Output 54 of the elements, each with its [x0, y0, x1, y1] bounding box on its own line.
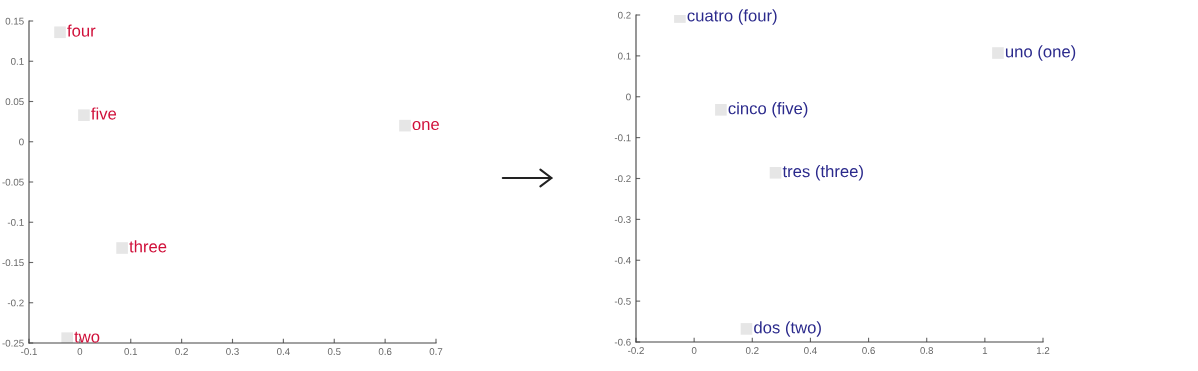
annotation: four: [67, 24, 96, 37]
annotation: uno (one): [1005, 45, 1076, 61]
y-tick-label: 0.05: [5, 98, 24, 106]
point: [769, 166, 782, 179]
annotation: two: [74, 331, 100, 343]
point: [715, 104, 727, 116]
point: [399, 119, 411, 132]
point: [740, 323, 753, 335]
y-tick-label: -0.1: [7, 218, 24, 226]
annotation: tres (three): [782, 165, 863, 181]
y-tick-label: -0.2: [7, 299, 24, 307]
x-tick-label: -0.1: [21, 348, 37, 355]
y-tick-label: 0: [19, 138, 24, 146]
y-tick-label: -0.15: [2, 259, 24, 267]
x-tick-label: 0.2: [745, 347, 759, 354]
annotation: cinco (five): [728, 102, 808, 118]
y-tick-label: -0.2: [614, 175, 631, 183]
y-tick-label: -0.6: [614, 338, 631, 346]
y-tick-label: 0.1: [11, 57, 24, 65]
point: [54, 26, 66, 39]
annotation: dos (two): [754, 321, 821, 337]
point: [992, 47, 1004, 59]
point: [78, 109, 90, 121]
y-tick-label: 0.15: [5, 17, 24, 25]
x-tick-label: 0.8: [920, 347, 934, 354]
point: [61, 332, 73, 343]
point: [116, 242, 128, 254]
x-tick-label: 0.4: [804, 347, 817, 354]
x-tick-label: 0.3: [226, 348, 239, 355]
x-tick-label: 0.6: [862, 347, 875, 354]
x-tick-label: 0.1: [124, 348, 138, 355]
annotation: five: [91, 107, 117, 120]
y-tick-label: -0.3: [614, 216, 631, 223]
y-tick-label: 0.2: [618, 11, 631, 19]
y-tick-label: -0.25: [2, 339, 24, 347]
y-tick-label: -0.05: [2, 178, 24, 186]
y-tick-label: 0: [626, 93, 631, 101]
y-tick-label: -0.1: [614, 134, 631, 142]
annotation: cuatro (four): [687, 9, 777, 25]
y-tick-label: -0.4: [614, 256, 631, 264]
y-tick-label: 0.1: [618, 52, 631, 60]
x-tick-label: 0.4: [277, 348, 290, 355]
x-tick-label: 0.5: [327, 348, 341, 355]
x-tick-label: 0.7: [429, 348, 443, 355]
y-tick-label: -0.5: [614, 297, 631, 305]
x-tick-label: 1.2: [1036, 347, 1050, 354]
x-tick-label: 0.2: [175, 348, 188, 355]
x-tick-label: 0: [77, 348, 83, 355]
x-tick-label: -0.2: [628, 347, 644, 354]
annotation: three: [129, 240, 167, 253]
x-tick-label: 0.6: [378, 348, 392, 355]
annotation: one: [412, 120, 439, 131]
x-tick-label: 0: [691, 347, 697, 354]
x-tick-label: 1: [982, 347, 988, 354]
